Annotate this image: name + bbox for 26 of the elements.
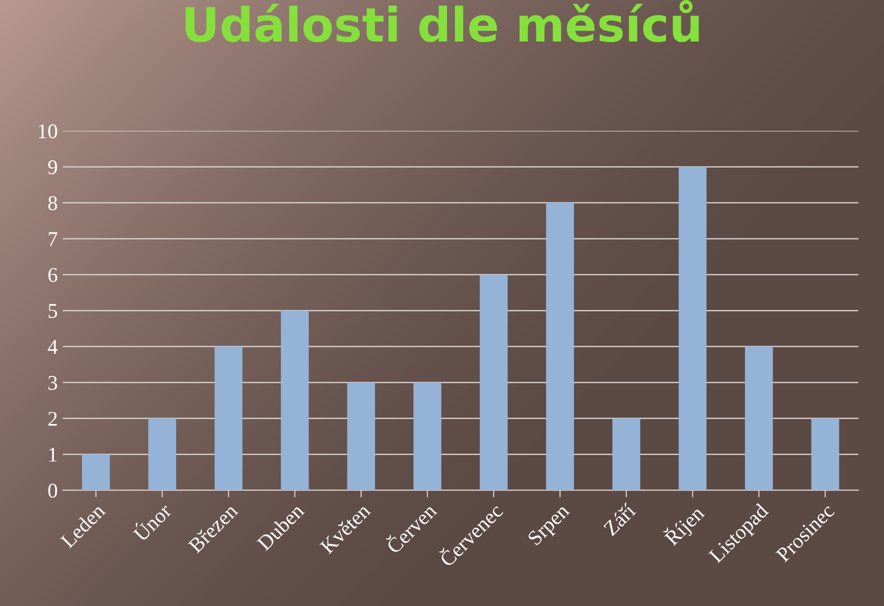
bar — [347, 382, 376, 490]
bar — [612, 418, 640, 490]
y-tick-label: 5 — [48, 304, 58, 318]
y-tick-label: 8 — [48, 196, 58, 210]
y-tick-label: 1 — [49, 448, 57, 462]
y-tick-label: 0 — [48, 484, 58, 498]
y-tick-label: 4 — [48, 340, 58, 354]
bar — [546, 202, 574, 490]
bar — [148, 418, 176, 490]
y-tick-label: 3 — [48, 376, 58, 390]
bar — [82, 454, 110, 490]
y-tick-label: 2 — [48, 412, 57, 426]
y-tick-label: 9 — [48, 160, 58, 174]
bar — [413, 382, 442, 490]
chart-title: Události dle měsíců — [186, 0, 699, 42]
bar — [214, 346, 242, 490]
bar — [280, 310, 309, 490]
x-tick-label: Září — [602, 502, 637, 536]
x-tick-label: Únor — [130, 500, 172, 542]
bar — [480, 274, 508, 490]
bar — [678, 166, 707, 490]
bar — [744, 346, 773, 490]
y-tick-label: 6 — [48, 268, 58, 282]
y-tick-label: 7 — [48, 232, 58, 246]
y-tick-label: 10 — [38, 124, 58, 138]
bar — [811, 418, 840, 490]
